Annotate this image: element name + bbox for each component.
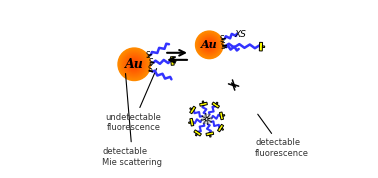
Text: x: x [209,116,212,121]
Polygon shape [220,112,223,120]
Circle shape [126,56,143,72]
Text: x: x [207,113,211,118]
Circle shape [204,40,214,50]
Polygon shape [189,122,191,124]
Text: x: x [206,120,209,125]
Circle shape [131,61,138,67]
Circle shape [124,54,144,74]
Polygon shape [190,108,192,110]
Polygon shape [209,135,211,137]
Circle shape [209,44,210,46]
Circle shape [130,60,138,68]
Polygon shape [206,132,214,136]
Polygon shape [174,60,176,62]
Circle shape [124,54,145,75]
Circle shape [118,48,150,80]
Circle shape [199,35,220,55]
Circle shape [132,62,137,67]
Text: S: S [147,65,152,74]
Circle shape [203,38,216,52]
Circle shape [128,58,141,71]
Circle shape [121,51,148,78]
Text: S: S [221,42,225,51]
Circle shape [119,50,149,79]
Circle shape [205,41,214,49]
Polygon shape [221,128,224,130]
Circle shape [123,53,146,76]
Polygon shape [216,102,218,104]
Polygon shape [194,130,201,136]
Circle shape [203,39,215,51]
Circle shape [129,59,139,69]
Text: S: S [220,35,224,44]
Polygon shape [190,118,194,126]
Circle shape [198,33,221,57]
Text: S: S [148,58,153,67]
Circle shape [200,35,219,54]
Polygon shape [202,101,204,103]
Text: x: x [201,117,205,122]
Circle shape [207,43,211,47]
Polygon shape [262,46,265,48]
Circle shape [198,34,220,56]
Circle shape [195,31,223,59]
Circle shape [133,64,135,65]
Polygon shape [200,102,208,106]
Polygon shape [212,102,220,108]
Text: detectable
Mie scattering: detectable Mie scattering [102,74,163,167]
Text: x: x [204,113,208,118]
Polygon shape [190,106,196,114]
Text: Au: Au [125,58,144,71]
Circle shape [129,59,140,70]
Polygon shape [259,42,263,51]
Circle shape [122,52,146,77]
Text: x: x [203,120,206,125]
Text: x: x [208,119,212,124]
Circle shape [206,42,212,48]
Circle shape [197,32,222,57]
Polygon shape [195,134,197,136]
Polygon shape [217,124,224,132]
Circle shape [204,39,215,50]
Circle shape [196,32,222,58]
Text: x: x [201,114,205,119]
Circle shape [119,49,150,80]
Circle shape [121,51,147,77]
Text: Au: Au [201,39,218,50]
Circle shape [208,43,211,46]
Text: XS: XS [235,30,246,39]
Circle shape [206,41,213,48]
Polygon shape [170,57,174,65]
Text: detectable
fluorescence: detectable fluorescence [255,114,309,158]
Circle shape [127,57,142,72]
Text: S: S [146,51,150,60]
Polygon shape [223,115,225,116]
Circle shape [202,37,217,53]
Circle shape [201,37,218,53]
Circle shape [133,63,136,66]
Text: undetectable
fluorescence: undetectable fluorescence [105,69,161,132]
Circle shape [200,36,218,54]
Circle shape [125,55,143,73]
